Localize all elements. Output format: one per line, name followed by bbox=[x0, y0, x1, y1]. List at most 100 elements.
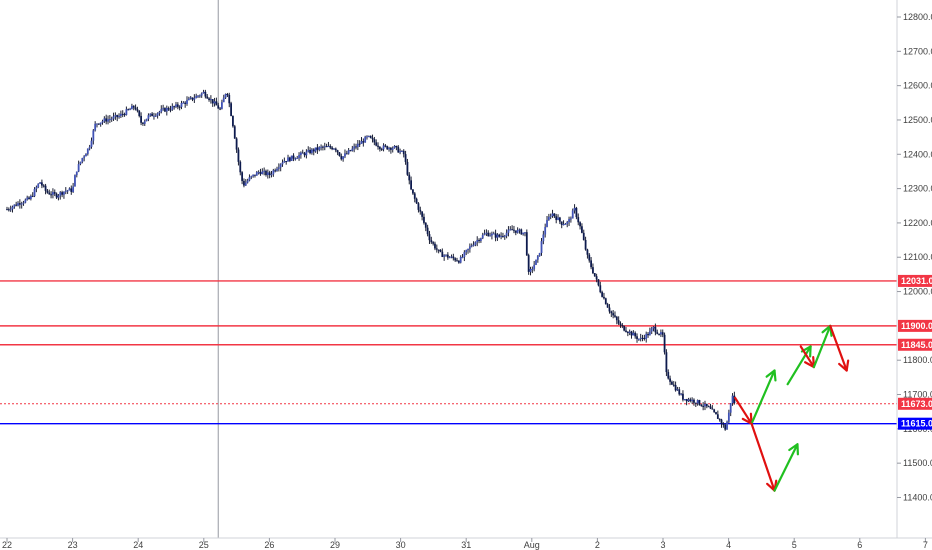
candle-body bbox=[263, 170, 266, 172]
candle-body bbox=[243, 180, 245, 186]
candle-body bbox=[496, 234, 499, 238]
candle-body bbox=[399, 151, 401, 153]
candle-body bbox=[320, 146, 322, 148]
candle-body bbox=[481, 234, 484, 239]
candle-body bbox=[259, 172, 262, 175]
candle-body bbox=[20, 203, 23, 205]
candle-body bbox=[584, 240, 587, 250]
candle-body bbox=[577, 217, 580, 223]
candle-body bbox=[663, 334, 666, 353]
candle-body bbox=[112, 116, 115, 119]
candle-body bbox=[568, 218, 570, 223]
candle-body bbox=[671, 381, 673, 385]
projection-arrow[interactable] bbox=[812, 324, 833, 369]
candle-body bbox=[138, 110, 141, 116]
candle-body bbox=[140, 115, 142, 123]
candle-body bbox=[101, 121, 104, 123]
candle-body bbox=[536, 256, 539, 260]
candle-body bbox=[621, 325, 624, 327]
candle-body bbox=[252, 174, 255, 177]
x-tick-label: 26 bbox=[264, 540, 274, 550]
candle-body bbox=[97, 123, 100, 125]
candle-body bbox=[182, 102, 185, 104]
candle-body bbox=[193, 98, 196, 100]
candle-body bbox=[726, 421, 728, 430]
candlestick-series[interactable] bbox=[6, 89, 736, 431]
candle-body bbox=[492, 233, 495, 235]
price-level-badge-label: 12031.0 bbox=[901, 276, 932, 286]
candle-body bbox=[285, 161, 288, 163]
candle-body bbox=[318, 147, 321, 150]
candle-body bbox=[292, 155, 295, 159]
projection-arrow[interactable] bbox=[750, 369, 777, 425]
candle-body bbox=[118, 115, 120, 118]
candle-body bbox=[384, 145, 387, 147]
candle-body bbox=[573, 207, 576, 211]
candle-body bbox=[344, 153, 346, 157]
projection-arrow[interactable] bbox=[734, 396, 753, 425]
candle-body bbox=[579, 222, 581, 227]
candle-body bbox=[656, 332, 659, 334]
y-tick-label: 11400.0 bbox=[903, 492, 932, 502]
candle-body bbox=[661, 332, 664, 335]
candle-body bbox=[696, 400, 699, 404]
candle-body bbox=[525, 232, 528, 256]
candle-body bbox=[53, 192, 56, 194]
candle-body bbox=[213, 101, 216, 104]
projection-arrow[interactable] bbox=[786, 345, 812, 386]
candle-body bbox=[511, 229, 514, 231]
candle-body bbox=[702, 405, 705, 407]
arrow-head bbox=[838, 359, 850, 372]
candle-body bbox=[652, 326, 655, 329]
candle-body bbox=[340, 155, 343, 160]
candle-body bbox=[669, 378, 671, 382]
candle-body bbox=[691, 399, 694, 402]
candle-body bbox=[11, 206, 14, 210]
candle-body bbox=[342, 156, 345, 160]
projection-arrow[interactable] bbox=[773, 443, 799, 492]
candle-body bbox=[92, 130, 95, 141]
candle-body bbox=[421, 211, 424, 217]
candle-body bbox=[63, 191, 65, 195]
candle-body bbox=[452, 256, 455, 259]
candle-body bbox=[26, 197, 29, 200]
candle-body bbox=[257, 172, 260, 174]
candle-body bbox=[426, 227, 429, 235]
candle-body bbox=[476, 239, 479, 243]
candle-body bbox=[22, 202, 25, 204]
candle-body bbox=[147, 115, 150, 119]
candle-body bbox=[432, 242, 435, 244]
candle-body bbox=[116, 114, 119, 118]
candle-body bbox=[301, 152, 304, 154]
candle-body bbox=[683, 399, 686, 401]
candle-body bbox=[658, 333, 660, 335]
candle-body bbox=[70, 188, 73, 192]
projection-arrow[interactable] bbox=[829, 324, 850, 372]
candle-body bbox=[590, 260, 593, 268]
candle-body bbox=[311, 149, 313, 154]
price-level-badge-label: 11615.0 bbox=[901, 419, 932, 429]
candle-body bbox=[413, 193, 416, 199]
candle-body bbox=[206, 96, 209, 99]
y-tick-label: 12400.0 bbox=[903, 149, 932, 159]
projection-arrow[interactable] bbox=[750, 422, 778, 492]
candle-body bbox=[307, 149, 310, 152]
x-tick-label: 7 bbox=[923, 540, 928, 550]
candle-body bbox=[718, 418, 721, 420]
price-level-badge bbox=[898, 397, 932, 410]
candle-body bbox=[682, 393, 684, 400]
candle-body bbox=[237, 149, 240, 162]
candle-body bbox=[142, 122, 144, 124]
candle-body bbox=[358, 143, 361, 145]
candle-body bbox=[637, 338, 640, 340]
candle-body bbox=[634, 332, 637, 337]
candle-body bbox=[75, 171, 78, 176]
candle-body bbox=[478, 239, 480, 241]
candle-body bbox=[178, 106, 181, 108]
plot-area[interactable] bbox=[0, 0, 897, 538]
candle-body bbox=[601, 292, 604, 297]
candle-body bbox=[700, 404, 703, 406]
y-tick-label: 11800.0 bbox=[903, 355, 932, 365]
